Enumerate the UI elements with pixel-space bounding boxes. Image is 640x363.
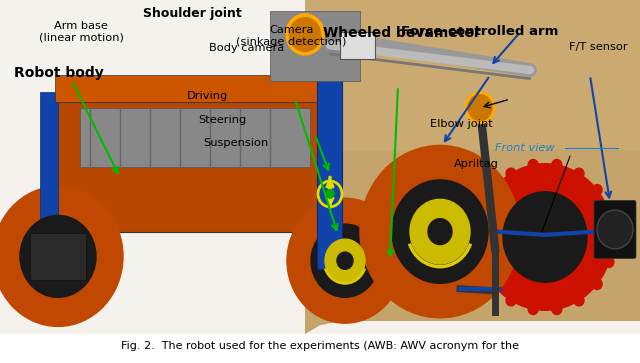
- Text: Arm base
(linear motion): Arm base (linear motion): [39, 21, 124, 42]
- Circle shape: [428, 219, 452, 245]
- Circle shape: [20, 216, 96, 297]
- Text: Steering: Steering: [198, 115, 246, 125]
- Circle shape: [604, 207, 614, 217]
- Circle shape: [574, 295, 584, 306]
- Circle shape: [574, 168, 584, 179]
- Circle shape: [476, 257, 486, 268]
- FancyBboxPatch shape: [594, 200, 636, 258]
- Circle shape: [528, 304, 538, 314]
- Circle shape: [392, 180, 488, 284]
- Text: Front view: Front view: [495, 143, 555, 152]
- Circle shape: [326, 189, 334, 198]
- Circle shape: [506, 295, 516, 306]
- Circle shape: [503, 192, 587, 282]
- FancyBboxPatch shape: [80, 108, 310, 167]
- Circle shape: [608, 232, 618, 242]
- Text: Apriltag: Apriltag: [454, 159, 499, 169]
- Circle shape: [337, 252, 353, 269]
- FancyBboxPatch shape: [317, 59, 342, 269]
- Circle shape: [592, 279, 602, 289]
- FancyBboxPatch shape: [30, 233, 86, 280]
- Text: Force-controlled arm: Force-controlled arm: [401, 25, 559, 38]
- Text: Fig. 2.  The robot used for the experiments (AWB: AWV acronym for the: Fig. 2. The robot used for the experimen…: [121, 340, 519, 351]
- Text: Camera
(sinkage detection): Camera (sinkage detection): [236, 25, 346, 47]
- Circle shape: [477, 164, 613, 310]
- Text: Body camera: Body camera: [209, 44, 284, 53]
- FancyBboxPatch shape: [0, 0, 640, 334]
- Text: Suspension: Suspension: [204, 138, 269, 148]
- Circle shape: [592, 184, 602, 195]
- Circle shape: [360, 146, 520, 318]
- FancyBboxPatch shape: [55, 102, 335, 232]
- Circle shape: [410, 199, 470, 264]
- Circle shape: [597, 210, 633, 249]
- Circle shape: [472, 232, 482, 242]
- Circle shape: [287, 15, 323, 54]
- Text: F/T sensor: F/T sensor: [569, 42, 628, 52]
- Circle shape: [552, 304, 562, 314]
- FancyBboxPatch shape: [55, 76, 335, 102]
- Text: Elbow joint: Elbow joint: [430, 119, 493, 129]
- Circle shape: [287, 198, 403, 323]
- FancyBboxPatch shape: [318, 91, 336, 242]
- Circle shape: [488, 279, 498, 289]
- Polygon shape: [305, 0, 640, 150]
- Circle shape: [311, 224, 379, 297]
- Text: Driving: Driving: [187, 91, 228, 101]
- Text: Shoulder joint: Shoulder joint: [143, 7, 241, 20]
- Circle shape: [476, 207, 486, 217]
- Circle shape: [552, 159, 562, 170]
- FancyBboxPatch shape: [40, 91, 58, 242]
- Circle shape: [325, 239, 365, 282]
- Text: Wheeled bevameter: Wheeled bevameter: [323, 26, 481, 40]
- FancyBboxPatch shape: [340, 32, 375, 59]
- Circle shape: [488, 184, 498, 195]
- Circle shape: [0, 186, 123, 326]
- Text: Robot body: Robot body: [14, 66, 104, 80]
- Circle shape: [466, 93, 494, 123]
- Circle shape: [528, 159, 538, 170]
- Polygon shape: [305, 0, 640, 334]
- FancyBboxPatch shape: [270, 11, 360, 81]
- Circle shape: [506, 168, 516, 179]
- Circle shape: [604, 257, 614, 268]
